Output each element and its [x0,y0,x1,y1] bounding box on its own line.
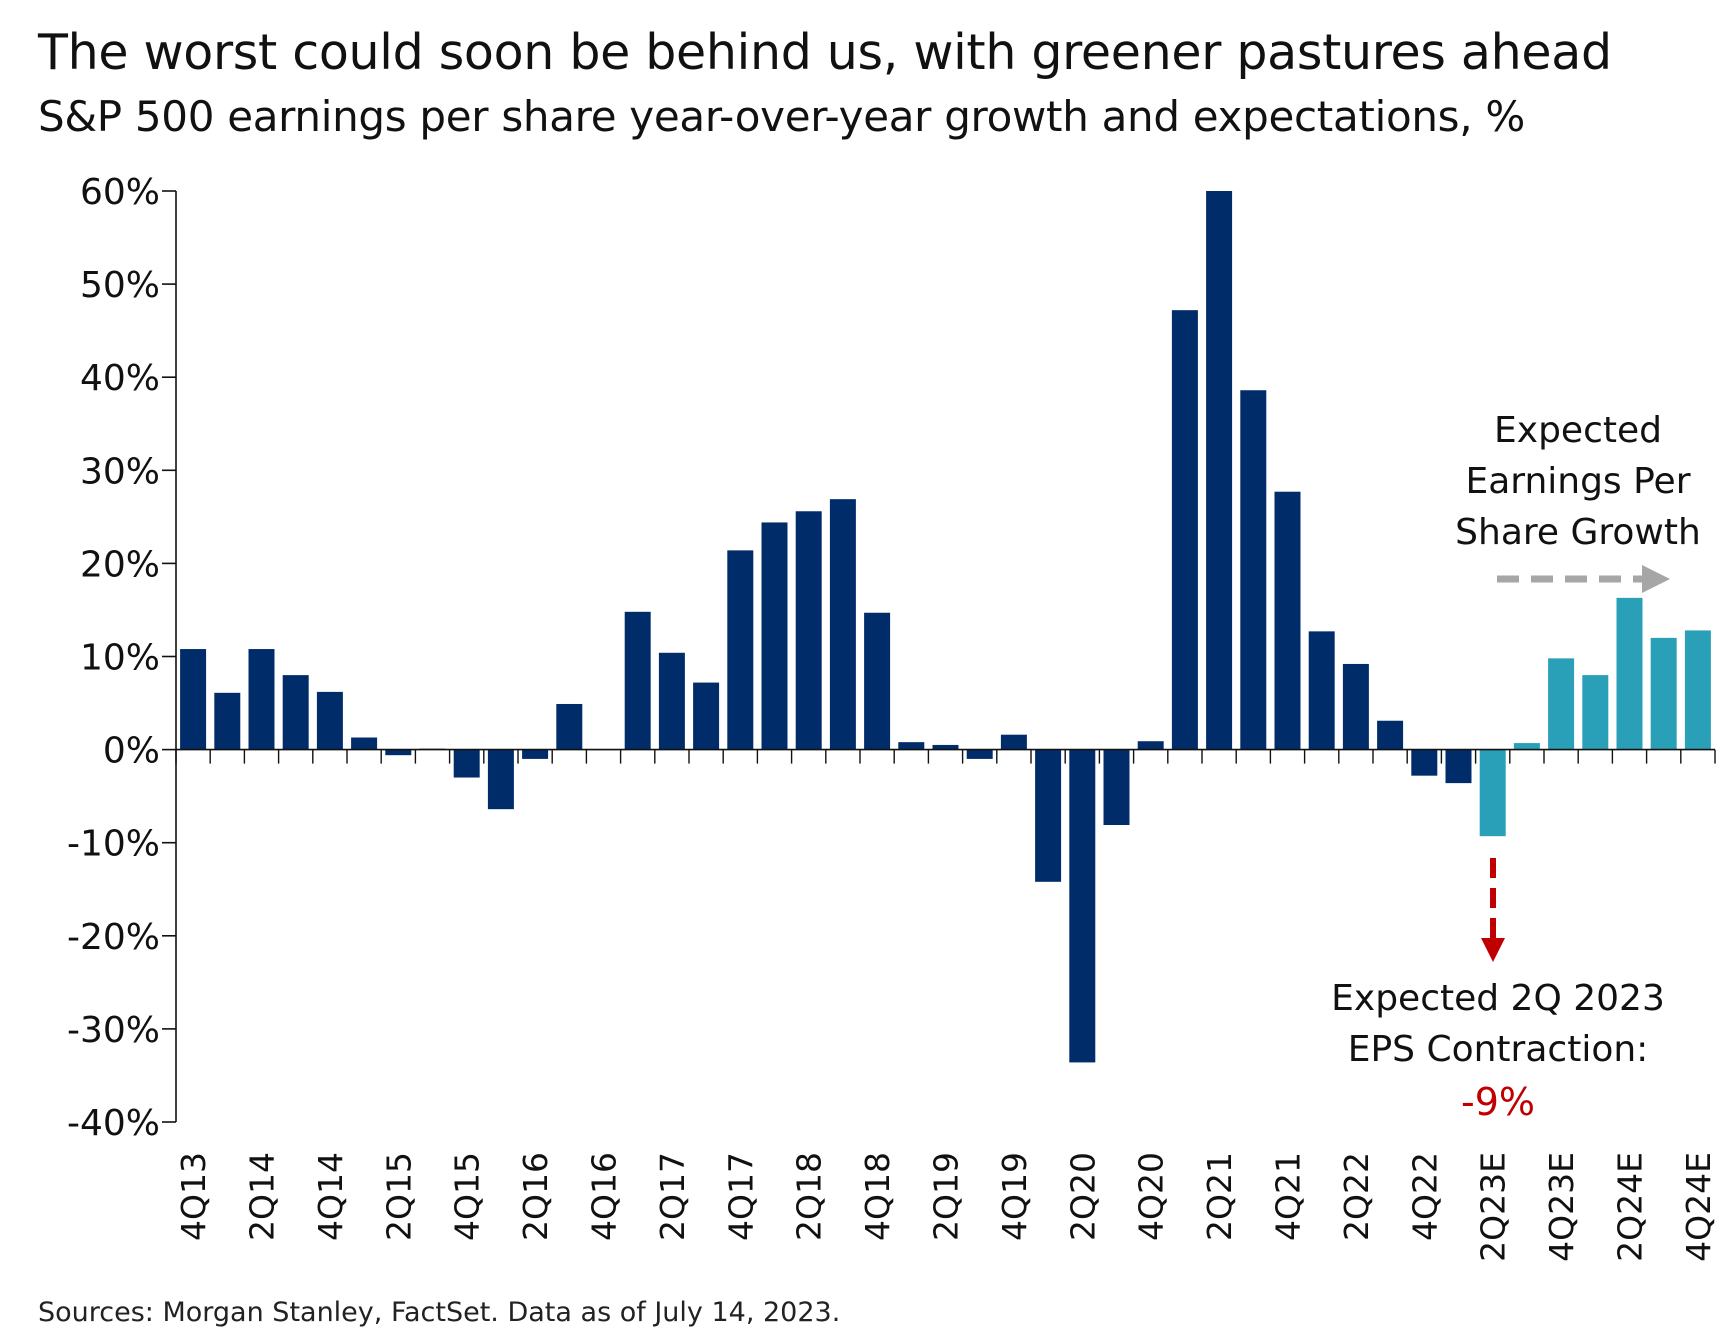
x-tick-label: 2Q15 [379,1152,418,1241]
x-tick-label: 4Q22 [1405,1152,1444,1241]
bar-2Q24E [1616,597,1643,750]
bar-2Q21 [1206,191,1233,750]
x-tick-label: 4Q21 [1269,1152,1308,1241]
bar-4Q24E [1684,630,1711,750]
bar-4Q19 [1000,734,1027,750]
bar-4Q17 [727,550,754,750]
y-tick-label: -10% [67,824,160,865]
bar-1Q14 [214,692,241,750]
x-tick-label: 4Q23E [1542,1152,1581,1262]
x-tick-label: 2Q17 [653,1152,692,1241]
x-tick-label: 4Q14 [311,1152,350,1241]
y-tick-label: 0% [103,731,160,772]
y-tick-label: -20% [67,917,160,958]
x-tick-label: 2Q16 [516,1152,555,1241]
bar-3Q22 [1377,720,1404,750]
x-tick-label: 2Q14 [243,1152,282,1241]
chart-subtitle: S&P 500 earnings per share year-over-yea… [38,92,1525,141]
x-tick-label: 2Q19 [927,1152,966,1241]
bar-2Q22 [1342,663,1369,750]
x-tick-label: 4Q16 [585,1152,624,1241]
bar-4Q22 [1411,749,1438,776]
bar-3Q17 [693,682,720,750]
bar-2Q18 [795,511,822,750]
bar-1Q19 [898,742,925,750]
bar-4Q23E [1548,658,1575,750]
bar-1Q17 [624,611,651,750]
bar-2Q20 [1069,749,1096,1063]
bar-3Q21 [1240,390,1267,750]
y-tick-label: -30% [67,1010,160,1051]
y-axis: 60% 50% 40% 30% 20% 10% 0% -10% -20% -30% -40% [67,172,177,1144]
x-tick-label: 2Q24E [1611,1152,1650,1262]
bar-4Q15 [453,749,480,778]
x-tick-label: 4Q17 [721,1152,760,1241]
bar-1Q15 [351,737,378,750]
x-tick-label: 4Q20 [1132,1152,1171,1241]
bar-2Q16 [522,749,549,759]
source-note: Sources: Morgan Stanley, FactSet. Data a… [38,1297,841,1328]
bar-1Q21 [1171,310,1198,750]
bar-1Q16 [487,749,514,810]
y-tick-label: 30% [80,451,160,492]
bar-4Q13 [180,649,207,750]
y-tick-label: -40% [67,1103,160,1144]
y-tick-label: 40% [80,358,160,399]
contraction-label-1: Expected 2Q 2023 [1331,978,1665,1019]
y-tick-label: 10% [80,638,160,679]
chart-title: The worst could soon be behind us, with … [38,24,1612,81]
contraction-value: -9% [1461,1080,1535,1124]
expected-growth-label-1: Expected [1494,410,1662,451]
expected-growth-label-2: Earnings Per [1465,461,1690,502]
x-tick-label: 4Q18 [858,1152,897,1241]
x-tick-label: 2Q20 [1063,1152,1102,1241]
x-tick-label: 2Q23E [1474,1152,1513,1262]
bar-2Q23E [1479,749,1506,837]
bar-3Q16 [556,703,583,750]
x-tick-label: 2Q21 [1200,1152,1239,1241]
bar-3Q24E [1650,637,1677,750]
x-tick-label: 2Q22 [1337,1152,1376,1241]
bar-2Q14 [248,649,275,750]
bar-4Q14 [316,691,343,750]
bar-4Q18 [864,612,891,750]
y-tick-label: 60% [80,172,160,213]
bar-2Q15 [385,749,412,756]
bar-4Q20 [1137,741,1164,750]
bar-2Q19 [932,744,959,750]
bars [180,191,1711,1063]
y-tick-label: 50% [80,265,160,306]
bar-3Q14 [282,675,309,750]
bar-1Q23 [1445,749,1472,784]
y-tick-label: 20% [80,544,160,585]
x-tick-label: 4Q15 [448,1152,487,1241]
bar-1Q22 [1308,631,1335,750]
x-tick-label: 4Q24E [1679,1152,1718,1262]
x-axis: 4Q13 2Q14 4Q14 2Q15 4Q15 2Q16 4Q16 2Q17 4Q17 2Q18… [174,748,1718,1262]
bar-1Q24E [1582,675,1609,750]
bar-3Q19 [966,749,993,759]
expected-growth-label-3: Share Growth [1455,512,1701,553]
bar-3Q18 [829,499,856,750]
contraction-label-2: EPS Contraction: [1348,1029,1649,1070]
bar-4Q21 [1274,491,1301,750]
bar-1Q20 [1035,749,1062,882]
x-tick-label: 2Q18 [790,1152,829,1241]
bar-2Q17 [658,652,685,750]
x-tick-label: 4Q19 [995,1152,1034,1241]
bar-1Q18 [761,522,788,750]
bar-3Q23E [1513,743,1540,750]
x-tick-label: 4Q13 [174,1152,213,1241]
bar-3Q20 [1103,749,1130,826]
